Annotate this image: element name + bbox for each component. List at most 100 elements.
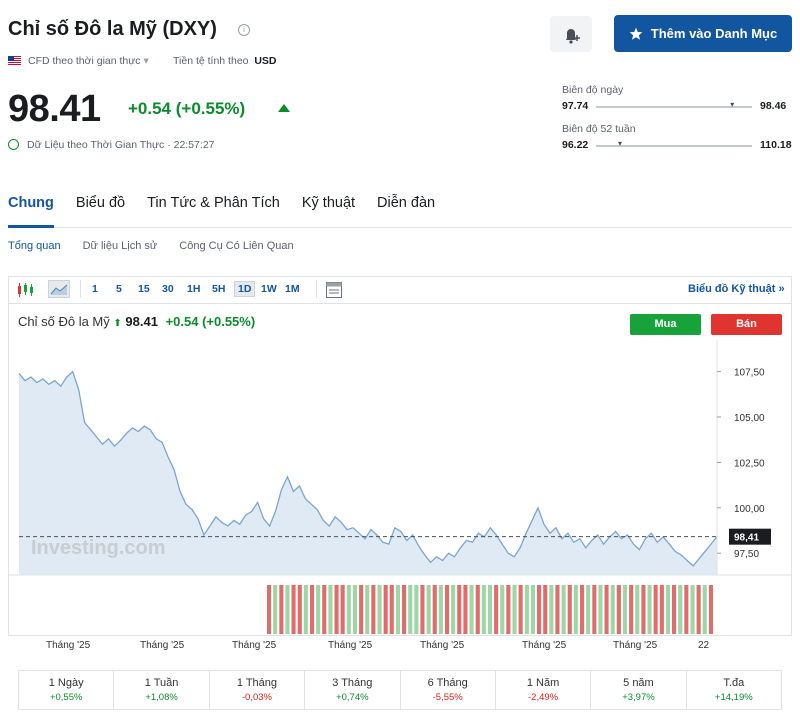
candlestick-icon[interactable] (16, 282, 36, 298)
volume-bar (616, 585, 621, 634)
tab-news[interactable]: Tin Tức & Phân Tích (147, 195, 280, 211)
bell-plus-icon (566, 29, 580, 44)
perf-3m[interactable]: 3 Tháng +0,74% (305, 671, 401, 709)
sub-tabs: Tổng quan Dữ liệu Lịch sử Công Cụ Có Liê… (8, 240, 294, 252)
data-source-label: CFD theo thời gian thực (28, 55, 141, 67)
currency-info: Tiền tệ tính theo USD (173, 55, 277, 67)
chart-price: 98.41 (125, 314, 158, 329)
x-tick-label: Tháng '25 (140, 640, 185, 651)
star-icon (629, 27, 643, 40)
volume-bar (273, 585, 278, 634)
volume-bar (389, 585, 394, 634)
toolbar-divider (316, 280, 317, 298)
technical-chart-link[interactable]: Biểu đồ Kỹ thuật » (688, 283, 785, 295)
volume-bar (672, 585, 677, 634)
volume-bar (377, 585, 382, 634)
price-chart[interactable]: Investing.com 107,50 105,00 102,50 100,00 97,… (9, 340, 791, 636)
volume-bar (702, 585, 707, 634)
perf-1d[interactable]: 1 Ngày +0,55% (19, 671, 115, 709)
volume-bar (463, 585, 468, 634)
volume-bar (537, 585, 542, 634)
tf-1h[interactable]: 1H (187, 283, 201, 295)
volume-bar (475, 585, 480, 634)
volume-bar (328, 585, 333, 634)
perf-value: -0,03% (241, 692, 272, 703)
perf-max[interactable]: T.đa +14,19% (687, 671, 781, 709)
y-tick-label: 105,00 (734, 413, 765, 424)
volume-bar (340, 585, 345, 634)
chevron-down-icon: ▾ (143, 55, 149, 67)
alert-button[interactable] (550, 16, 592, 52)
volume-bar (512, 585, 517, 634)
week52-range-low: 96.22 (562, 139, 589, 151)
volume-bar (451, 585, 456, 634)
tf-30[interactable]: 30 (162, 283, 174, 295)
perf-5y[interactable]: 5 năm +3,97% (591, 671, 687, 709)
perf-label: 1 Tháng (236, 677, 278, 689)
volume-bar (543, 585, 548, 634)
volume-bar (316, 585, 321, 634)
buy-button[interactable]: Mua (630, 314, 701, 335)
x-tick-label: Tháng '25 (232, 640, 277, 651)
tf-1[interactable]: 1 (92, 283, 98, 295)
tab-technical[interactable]: Kỹ thuật (301, 195, 356, 211)
volume-bar (635, 585, 640, 634)
tf-5[interactable]: 5 (116, 283, 122, 295)
toolbar-divider (80, 280, 81, 298)
last-price: 98.41 (8, 88, 101, 130)
tab-forum[interactable]: Diễn đàn (377, 195, 436, 211)
day-range-bar (596, 106, 752, 108)
tab-overview[interactable]: Chung (8, 195, 54, 211)
volume-bar (322, 585, 327, 634)
perf-1y[interactable]: 1 Năm -2,49% (496, 671, 592, 709)
y-tick-label: 102,50 (734, 458, 765, 469)
perf-value: +14,19% (714, 692, 753, 703)
subtab-summary[interactable]: Tổng quan (8, 240, 61, 252)
volume-bar (696, 585, 701, 634)
tab-chart[interactable]: Biểu đồ (75, 195, 126, 211)
sell-button[interactable]: Bán (711, 314, 782, 335)
tf-1d[interactable]: 1D (234, 281, 256, 297)
perf-label: 3 Tháng (332, 677, 373, 689)
chart-panel (8, 276, 792, 636)
volume-bar (310, 585, 315, 634)
clock-icon (8, 139, 19, 150)
volume-bar (518, 585, 523, 634)
volume-bar (494, 585, 499, 634)
subtab-related[interactable]: Công Cụ Có Liên Quan (179, 240, 294, 252)
chart-toolbar (8, 276, 792, 304)
volume-bar (297, 585, 302, 634)
area-chart-icon[interactable] (48, 280, 70, 298)
perf-value: +0,55% (49, 692, 83, 703)
instrument-title: Chỉ số Đô la Mỹ (DXY) (8, 18, 217, 40)
perf-1m[interactable]: 1 Tháng -0,03% (210, 671, 306, 709)
week52-range-label: Biên độ 52 tuần (562, 123, 636, 135)
table-icon[interactable] (326, 282, 342, 298)
perf-6m[interactable]: 6 Tháng -5,55% (401, 671, 496, 709)
data-source-select[interactable]: CFD theo thời gian thực ▾ (28, 55, 149, 67)
volume-bar (690, 585, 695, 634)
volume-bar (684, 585, 689, 634)
x-tick-label: Tháng '25 (613, 640, 658, 651)
volume-bar (580, 585, 585, 634)
volume-bar (438, 585, 443, 634)
volume-bar (395, 585, 400, 634)
volume-bar (303, 585, 308, 634)
chart-legend: Chỉ số Đô la Mỹ ⬆ 98.41 +0.54 (+0.55%) (18, 314, 255, 329)
volume-bar (267, 585, 272, 634)
info-icon[interactable]: i (238, 24, 250, 36)
tf-5h[interactable]: 5H (212, 283, 226, 295)
perf-value: +3,97% (622, 692, 655, 703)
volume-bar (506, 585, 511, 634)
x-tick-label: Tháng '25 (46, 640, 91, 651)
tf-15[interactable]: 15 (138, 283, 150, 295)
tf-1m[interactable]: 1M (285, 283, 300, 295)
subtab-historical[interactable]: Dữ liệu Lịch sử (82, 240, 158, 252)
volume-bar (346, 585, 351, 634)
tf-1w[interactable]: 1W (261, 283, 277, 295)
add-to-watchlist-button[interactable]: Thêm vào Danh Mục (614, 15, 792, 52)
perf-1w[interactable]: 1 Tuần +1,08% (114, 671, 210, 709)
last-price-badge (729, 528, 771, 545)
currency-value: USD (254, 55, 277, 67)
volume-bar (352, 585, 357, 634)
